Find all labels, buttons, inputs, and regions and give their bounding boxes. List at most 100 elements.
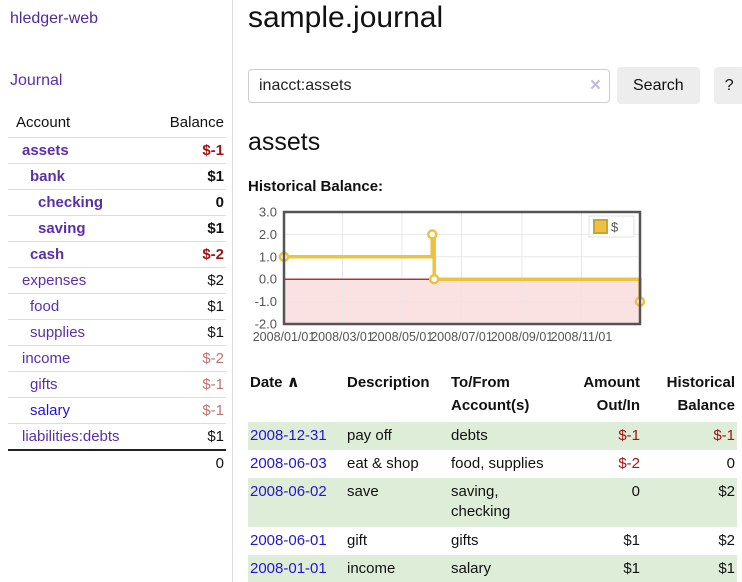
tx-date-link[interactable]: 2008-06-02: [250, 483, 327, 500]
tx-accounts: saving, checking: [451, 483, 511, 521]
account-row-saving: saving $1: [8, 215, 226, 242]
svg-text:2008/11/01: 2008/11/01: [551, 330, 613, 344]
tx-description: pay off: [347, 426, 392, 444]
svg-text:0.0: 0.0: [259, 272, 277, 287]
historical-balance-chart: 3.0 2.0 1.0 0.0 -1.0 -2.0 2008/01/01 2008/03/01…: [248, 202, 742, 348]
account-balance: $-1: [146, 137, 226, 164]
tx-balance: $-1: [713, 426, 735, 444]
tx-date-link[interactable]: 2008-12-31: [250, 426, 327, 444]
sidebar: hledger-web Journal Account Balance asse…: [0, 0, 233, 582]
accounts-total-value: 0: [146, 449, 226, 476]
transactions-table: Date ∧ Description To/From Account(s) Am…: [248, 369, 737, 582]
page-title: sample.journal: [248, 1, 444, 34]
tx-accounts: debts: [451, 426, 488, 444]
account-link-assets[interactable]: assets: [22, 142, 69, 159]
account-link-checking[interactable]: checking: [38, 194, 104, 211]
svg-text:2008/03/01: 2008/03/01: [311, 330, 374, 344]
tx-accounts: food, supplies: [451, 454, 544, 472]
account-link-supplies[interactable]: supplies: [30, 324, 86, 341]
account-balance: 0: [146, 189, 226, 216]
account-link-cash[interactable]: cash: [30, 246, 65, 263]
tx-date-link[interactable]: 2008-01-01: [250, 559, 327, 577]
account-row-supplies: supplies $1: [8, 319, 226, 346]
tx-date-link[interactable]: 2008-06-01: [250, 531, 327, 549]
accounts-total-row: 0: [8, 449, 226, 476]
tx-balance: $2: [718, 483, 735, 500]
account-link-bank[interactable]: bank: [30, 168, 66, 185]
search-button[interactable]: Search: [617, 67, 700, 104]
tx-header-accounts: To/From Account(s): [451, 374, 530, 415]
tx-row: 2008-06-02 save saving, checking 0 $2: [248, 478, 737, 527]
tx-balance: 0: [726, 454, 735, 472]
svg-text:$: $: [611, 220, 619, 235]
tx-accounts: gifts: [451, 531, 479, 549]
svg-text:2008/05/01: 2008/05/01: [371, 330, 434, 344]
sidebar-item-journal[interactable]: Journal: [10, 72, 63, 89]
tx-balance: $2: [718, 531, 735, 549]
account-row-income: income $-2: [8, 345, 226, 372]
help-button[interactable]: ?: [713, 67, 742, 104]
sort-asc-icon: ∧: [286, 374, 300, 391]
account-row-salary: salary $-1: [8, 397, 226, 424]
main-content: sample.journal × Search ? assets Histori…: [233, 0, 742, 582]
accounts-header-account: Account: [16, 114, 71, 131]
accounts-header-balance: Balance: [169, 114, 224, 131]
account-row-checking: checking 0: [8, 189, 226, 216]
account-balance: $-1: [146, 371, 226, 398]
account-balance: $-1: [146, 397, 226, 424]
svg-text:2008/07/01: 2008/07/01: [430, 330, 493, 344]
tx-amount: $-2: [618, 454, 640, 472]
tx-amount: $1: [623, 531, 640, 549]
svg-text:2008/01/01: 2008/01/01: [253, 330, 316, 344]
tx-balance: $1: [718, 559, 735, 577]
chart-heading: Historical Balance:: [248, 178, 384, 195]
account-balance: $-2: [146, 241, 226, 268]
tx-row: 2008-06-01 gift gifts $1 $2: [248, 527, 737, 555]
account-balance: $1: [146, 293, 226, 320]
account-row-gifts: gifts $-1: [8, 371, 226, 398]
account-balance: $1: [146, 163, 226, 190]
tx-amount: $1: [623, 559, 640, 577]
tx-row: 2008-06-03 eat & shop food, supplies $-2…: [248, 450, 737, 478]
account-row-expenses: expenses $2: [8, 267, 226, 294]
account-row-food: food $1: [8, 293, 226, 320]
account-link-liabilities-debts[interactable]: liabilities:debts: [22, 428, 120, 445]
tx-header-date[interactable]: Date ∧: [250, 374, 300, 391]
tx-row: 2008-12-31 pay off debts $-1 $-1: [248, 421, 737, 450]
svg-text:2008/09/01: 2008/09/01: [491, 330, 554, 344]
tx-description: save: [347, 483, 379, 500]
tx-accounts: salary: [451, 559, 492, 577]
tx-description: gift: [347, 531, 368, 549]
search-form: × Search ?: [248, 67, 742, 104]
account-link-expenses[interactable]: expenses: [22, 272, 87, 289]
account-link-food[interactable]: food: [30, 298, 60, 315]
svg-text:2.0: 2.0: [259, 227, 277, 242]
tx-amount: $-1: [618, 426, 640, 444]
account-balance: $1: [146, 319, 226, 346]
account-heading: assets: [248, 128, 321, 156]
svg-text:3.0: 3.0: [259, 205, 277, 220]
tx-date-link[interactable]: 2008-06-03: [250, 454, 327, 472]
tx-row: 2008-01-01 income salary $1 $1: [248, 554, 737, 582]
chart-canvas: 3.0 2.0 1.0 0.0 -1.0 -2.02008/01/012008/03/01…: [253, 205, 646, 344]
account-balance: $-2: [146, 345, 226, 372]
tx-header-balance: Historical Balance: [666, 374, 735, 415]
account-link-saving[interactable]: saving: [38, 220, 86, 237]
brand-link[interactable]: hledger-web: [10, 10, 99, 27]
account-balance: $1: [146, 423, 226, 450]
clear-search-icon[interactable]: ×: [589, 74, 601, 96]
account-link-salary[interactable]: salary: [30, 402, 71, 419]
account-row-bank: bank $1: [8, 163, 226, 190]
account-link-gifts[interactable]: gifts: [30, 376, 58, 393]
account-row-assets: assets $-1: [8, 137, 226, 164]
account-row-cash: cash $-2: [8, 241, 226, 268]
tx-header-description: Description: [347, 374, 430, 391]
svg-text:-1.0: -1.0: [255, 294, 277, 309]
account-link-income[interactable]: income: [22, 350, 71, 367]
tx-amount: 0: [631, 483, 640, 500]
account-row-liabilities-debts: liabilities:debts $1: [8, 423, 226, 450]
accounts-table: Account Balance assets $-1 bank $1 check…: [8, 110, 226, 476]
search-input[interactable]: [248, 68, 610, 103]
tx-header-amount: Amount Out/In: [583, 374, 640, 415]
